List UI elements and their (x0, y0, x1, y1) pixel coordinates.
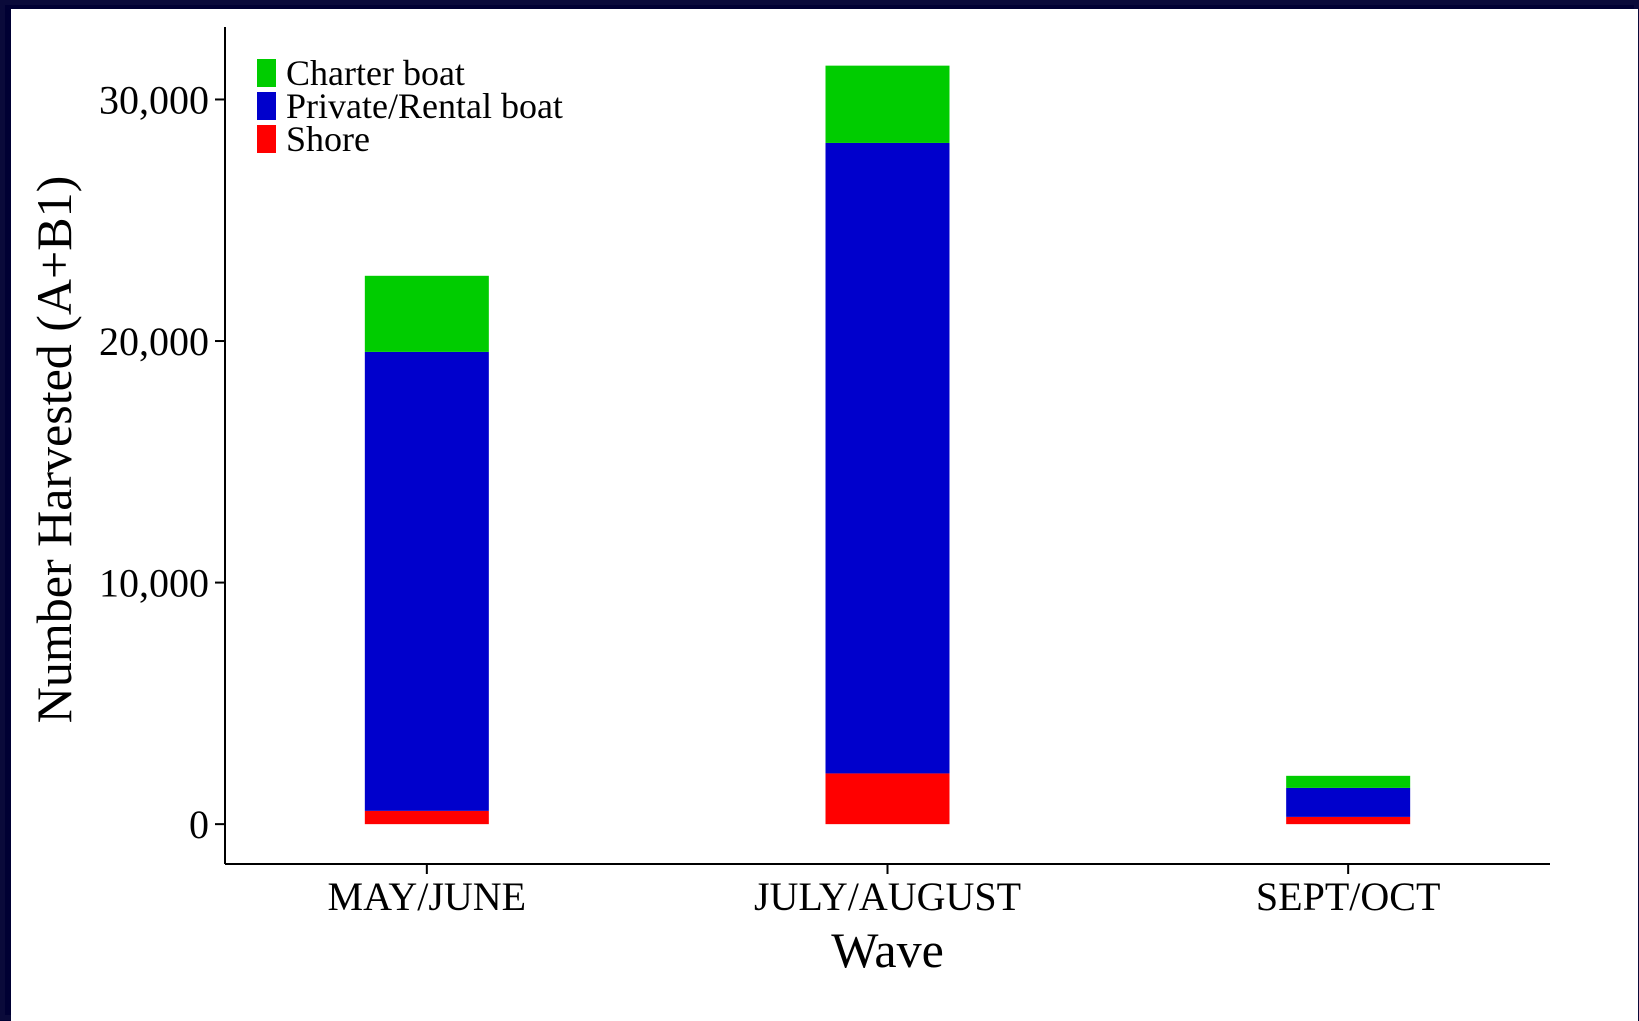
bar-segment-charter-boat-1 (364, 275, 489, 352)
legend-label: Private/Rental boat (286, 86, 563, 126)
bar-segment-private-rental-boat-3 (1286, 787, 1411, 817)
x-tick-label: SEPT/OCT (1256, 874, 1440, 919)
y-tick-label: 30,000 (99, 77, 209, 122)
stacked-bar-chart: MAY/JUNE JULY/AUGUST SEPT/OCT 0 10,000 20,00… (26, 27, 1550, 978)
legend-label: Shore (286, 119, 370, 159)
x-tick-label: JULY/AUGUST (754, 874, 1021, 919)
y-axis-ticks: 0 10,000 20,000 30,000 (99, 77, 225, 847)
legend-swatch (257, 92, 276, 120)
bar-segment-shore-3 (1286, 816, 1411, 825)
legend-swatch (257, 59, 276, 87)
chart-panel: MAY/JUNE JULY/AUGUST SEPT/OCT 0 10,000 20,00… (11, 9, 1638, 1021)
x-axis-ticks: MAY/JUNE JULY/AUGUST SEPT/OCT (328, 864, 1440, 919)
y-tick-label: 20,000 (99, 319, 209, 364)
bars (364, 65, 1411, 825)
y-tick-label: 10,000 (99, 561, 209, 606)
bar-segment-shore-1 (364, 810, 489, 825)
bar-segment-private-rental-boat-2 (825, 142, 950, 774)
x-tick-label: MAY/JUNE (328, 874, 527, 919)
legend-swatch (257, 125, 276, 153)
bar-segment-charter-boat-2 (825, 65, 950, 143)
x-axis-title: Wave (831, 922, 944, 978)
y-tick-label: 0 (189, 802, 209, 847)
y-axis-title: Number Harvested (A+B1) (26, 176, 82, 724)
bar-segment-private-rental-boat-1 (364, 351, 489, 811)
legend-label: Charter boat (286, 53, 465, 93)
bar-segment-shore-2 (825, 773, 950, 825)
bar-segment-charter-boat-3 (1286, 775, 1411, 788)
